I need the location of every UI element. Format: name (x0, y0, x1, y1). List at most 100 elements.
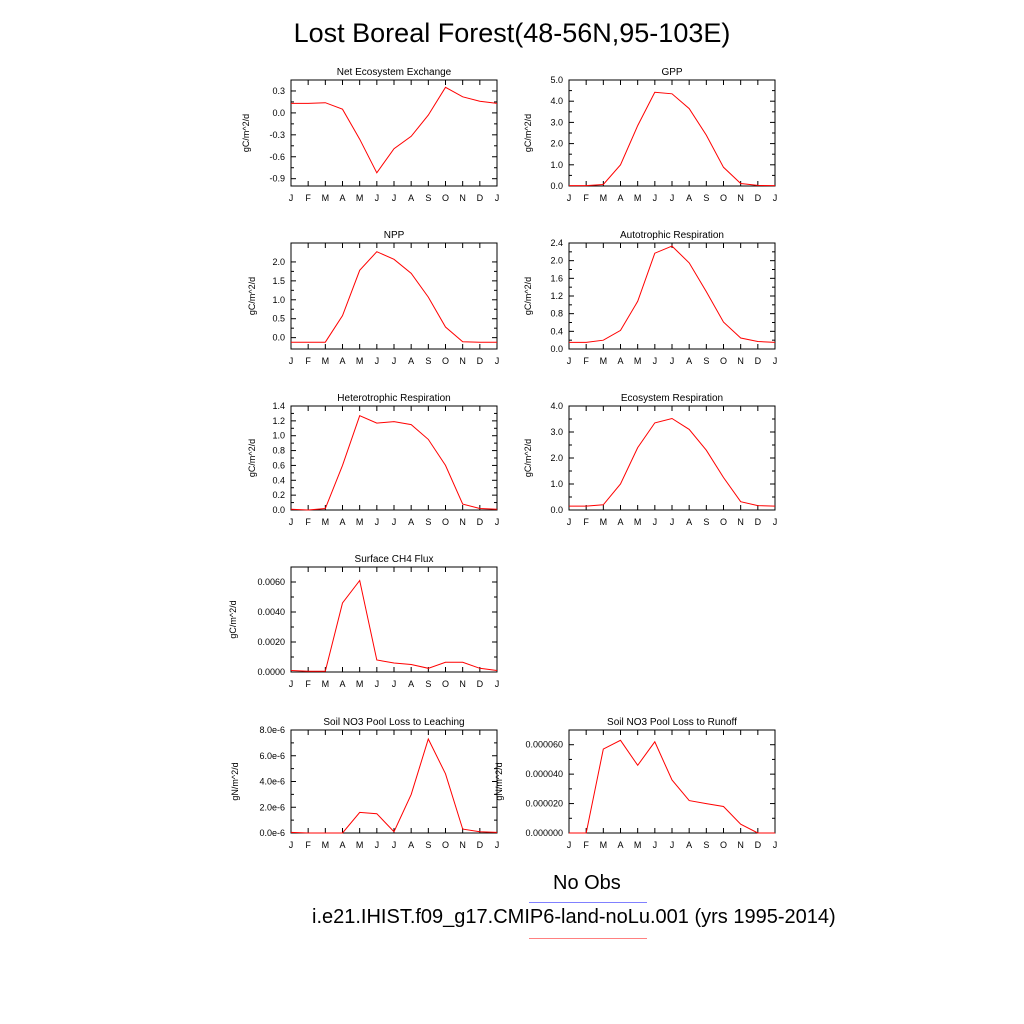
x-tick-label: J (653, 356, 658, 366)
x-tick-label: D (477, 193, 484, 203)
x-tick-label: S (703, 193, 709, 203)
x-tick-label: M (634, 193, 642, 203)
series-line (290, 579, 498, 672)
y-tick-label: 4.0 (550, 401, 563, 411)
x-tick-label: O (720, 840, 727, 850)
x-tick-label: A (686, 517, 692, 527)
x-tick-label: M (600, 840, 608, 850)
x-tick-label: J (289, 679, 294, 689)
y-tick-label: 2.0 (550, 453, 563, 463)
series-line (569, 91, 776, 187)
x-tick-label: A (686, 193, 692, 203)
panel-title: NPP (384, 230, 405, 241)
plot-frame (290, 566, 498, 673)
y-tick-label: 0.0020 (257, 637, 285, 647)
x-tick-label: O (720, 517, 727, 527)
x-tick-label: D (477, 517, 484, 527)
x-tick-label: S (703, 356, 709, 366)
y-axis-label: gC/m^2/d (247, 439, 257, 477)
x-tick-label: M (600, 193, 608, 203)
y-axis-label: gC/m^2/d (228, 600, 238, 638)
x-tick-label: J (670, 840, 675, 850)
x-tick-label: J (375, 517, 380, 527)
x-tick-label: F (305, 193, 311, 203)
x-tick-label: S (425, 193, 431, 203)
plot-frame (290, 729, 498, 834)
y-axis-label: gN/m^2/d (230, 762, 240, 800)
x-tick-label: J (567, 840, 572, 850)
y-tick-label: 2.4 (550, 238, 563, 248)
x-tick-label: S (425, 840, 431, 850)
x-tick-label: A (686, 840, 692, 850)
x-tick-label: M (356, 517, 364, 527)
y-tick-label: 0.000060 (525, 740, 563, 750)
panel-title: Net Ecosystem Exchange (337, 67, 452, 78)
y-tick-label: 0.3 (272, 86, 285, 96)
x-tick-label: J (375, 840, 380, 850)
x-tick-label: M (634, 840, 642, 850)
y-tick-label: 1.2 (272, 416, 285, 426)
y-tick-label: 1.0 (272, 431, 285, 441)
x-tick-label: N (459, 840, 466, 850)
plot-frame (568, 79, 776, 187)
x-tick-label: D (755, 517, 762, 527)
y-tick-label: 0.000020 (525, 799, 563, 809)
x-tick-label: D (477, 840, 484, 850)
x-tick-label: J (567, 356, 572, 366)
x-tick-label: S (703, 517, 709, 527)
x-tick-label: M (634, 517, 642, 527)
y-tick-label: 1.0 (550, 160, 563, 170)
y-tick-label: 1.6 (550, 273, 563, 283)
y-tick-label: 1.2 (550, 291, 563, 301)
y-tick-label: 0.0040 (257, 607, 285, 617)
y-tick-label: -0.9 (269, 174, 285, 184)
x-tick-label: J (653, 517, 658, 527)
y-tick-label: 0.5 (272, 314, 285, 324)
x-tick-label: N (737, 356, 744, 366)
y-tick-label: 4.0e-6 (259, 777, 285, 787)
x-tick-label: N (459, 356, 466, 366)
x-tick-label: J (289, 356, 294, 366)
y-tick-label: 0.8 (272, 446, 285, 456)
y-tick-label: 1.0 (272, 295, 285, 305)
y-tick-label: -0.3 (269, 130, 285, 140)
y-tick-label: 0.0 (550, 181, 563, 191)
y-tick-label: 0.000000 (525, 828, 563, 838)
x-tick-label: A (408, 193, 414, 203)
x-tick-label: J (495, 517, 500, 527)
x-tick-label: J (773, 193, 778, 203)
x-tick-label: O (442, 517, 449, 527)
x-tick-label: J (670, 356, 675, 366)
x-tick-label: D (755, 840, 762, 850)
x-tick-label: J (392, 517, 397, 527)
y-tick-label: 1.4 (272, 401, 285, 411)
panel-title: Ecosystem Respiration (621, 393, 723, 404)
x-tick-label: A (339, 840, 345, 850)
x-tick-label: F (305, 840, 311, 850)
x-tick-label: J (392, 193, 397, 203)
y-axis-label: gC/m^2/d (523, 439, 533, 477)
x-tick-label: F (305, 517, 311, 527)
page-title: Lost Boreal Forest(48-56N,95-103E) (293, 18, 731, 48)
x-tick-label: A (617, 517, 623, 527)
panel-title: Surface CH4 Flux (355, 554, 434, 565)
x-tick-label: M (322, 193, 330, 203)
x-tick-label: M (322, 679, 330, 689)
x-tick-label: D (477, 679, 484, 689)
y-tick-label: 0.8 (550, 309, 563, 319)
x-tick-label: N (737, 517, 744, 527)
x-tick-label: J (567, 517, 572, 527)
x-tick-label: A (617, 193, 623, 203)
y-axis-label: gC/m^2/d (523, 277, 533, 315)
y-tick-label: 0.000040 (525, 769, 563, 779)
y-tick-label: 0.4 (550, 326, 563, 336)
series-line (569, 739, 775, 834)
x-tick-label: A (686, 356, 692, 366)
x-tick-label: S (425, 679, 431, 689)
y-tick-label: 3.0 (550, 427, 563, 437)
x-tick-label: J (653, 193, 658, 203)
